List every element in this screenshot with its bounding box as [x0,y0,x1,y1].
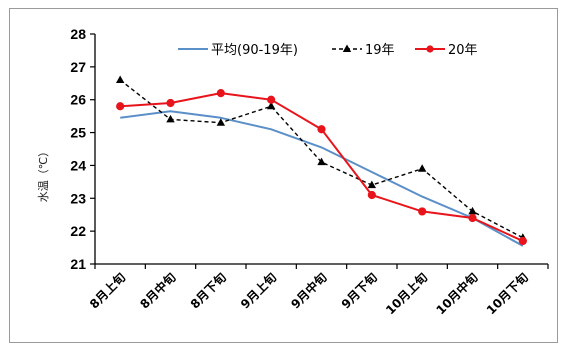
legend-label-0: 平均(90-19年) [211,43,298,58]
series-line-1 [119,79,524,239]
series-line-0 [120,110,524,247]
y-tick-label: 27 [70,59,86,75]
chart-frame: 21 22 23 24 25 26 27 28 8月上旬 8月中旬 8月下旬 9月上旬 9月中旬 9月下旬… [9,8,558,343]
y-tick-label: 22 [70,223,86,239]
data-point-2-2 [216,89,225,98]
x-tick-label: 9月上旬 [237,270,279,312]
data-point-1-7 [468,206,477,215]
data-point-2-3 [267,95,276,104]
data-point-1-5 [367,180,377,189]
legend-label-2: 20年 [448,43,478,58]
legend-marker-1 [342,44,352,52]
legend-label-1: 19年 [365,43,395,58]
x-tick-label: 8月上旬 [86,270,128,312]
data-point-1-0 [115,75,125,83]
x-tick-label: 10月下旬 [483,270,531,318]
x-tick-label: 10月上旬 [382,270,430,318]
data-point-2-7 [468,213,477,223]
data-point-1-6 [417,164,427,172]
y-tick-label: 28 [70,26,86,42]
chart-svg: 21 22 23 24 25 26 27 28 8月上旬 8月中旬 8月下旬 9月上旬 9月中旬 9月下旬… [37,26,549,318]
y-tick-label: 21 [70,256,86,272]
x-tick-label: 8月中旬 [137,270,179,312]
series-line-2 [120,92,524,242]
y-tick-label: 23 [70,190,86,206]
data-point-2-5 [367,190,376,200]
data-point-2-8 [518,236,527,246]
x-tick-label: 10月中旬 [433,270,481,318]
data-point-2-4 [317,125,326,134]
x-tick-label: 9月下旬 [338,270,380,312]
data-point-1-3 [266,101,276,110]
x-tick-label: 8月下旬 [187,270,229,312]
data-point-2-6 [418,207,427,216]
data-point-1-4 [317,157,326,166]
legend-marker-2 [426,45,434,53]
x-tick-label: 9月中旬 [288,270,330,312]
y-tick-label: 24 [70,157,86,173]
y-tick-label: 25 [70,125,86,141]
y-tick-label: 26 [70,92,86,108]
data-point-2-0 [116,102,125,111]
data-point-1-1 [166,114,175,123]
data-point-2-1 [166,98,175,108]
y-axis-title: 水温（℃） [37,146,50,202]
data-point-1-2 [216,118,226,126]
